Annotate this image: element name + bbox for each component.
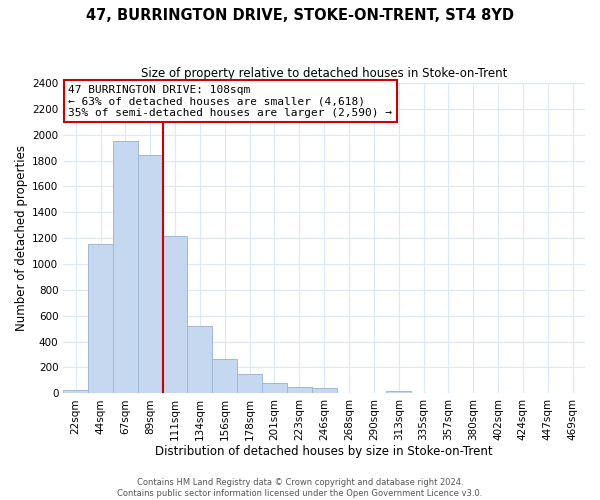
Bar	[88, 244, 113, 394]
X-axis label: Distribution of detached houses by size in Stoke-on-Trent: Distribution of detached houses by size …	[155, 444, 493, 458]
Bar	[262, 384, 287, 394]
Text: 47, BURRINGTON DRIVE, STOKE-ON-TRENT, ST4 8YD: 47, BURRINGTON DRIVE, STOKE-ON-TRENT, ST…	[86, 8, 514, 22]
Y-axis label: Number of detached properties: Number of detached properties	[15, 145, 28, 331]
Bar	[63, 390, 88, 394]
Bar	[212, 359, 237, 394]
Bar	[312, 388, 337, 394]
Bar	[287, 387, 312, 394]
Bar	[163, 236, 187, 394]
Text: Contains HM Land Registry data © Crown copyright and database right 2024.
Contai: Contains HM Land Registry data © Crown c…	[118, 478, 482, 498]
Bar	[138, 156, 163, 394]
Bar	[187, 326, 212, 394]
Bar	[113, 141, 138, 394]
Bar	[237, 374, 262, 394]
Bar	[386, 392, 411, 394]
Text: 47 BURRINGTON DRIVE: 108sqm
← 63% of detached houses are smaller (4,618)
35% of : 47 BURRINGTON DRIVE: 108sqm ← 63% of det…	[68, 84, 392, 118]
Title: Size of property relative to detached houses in Stoke-on-Trent: Size of property relative to detached ho…	[141, 68, 508, 80]
